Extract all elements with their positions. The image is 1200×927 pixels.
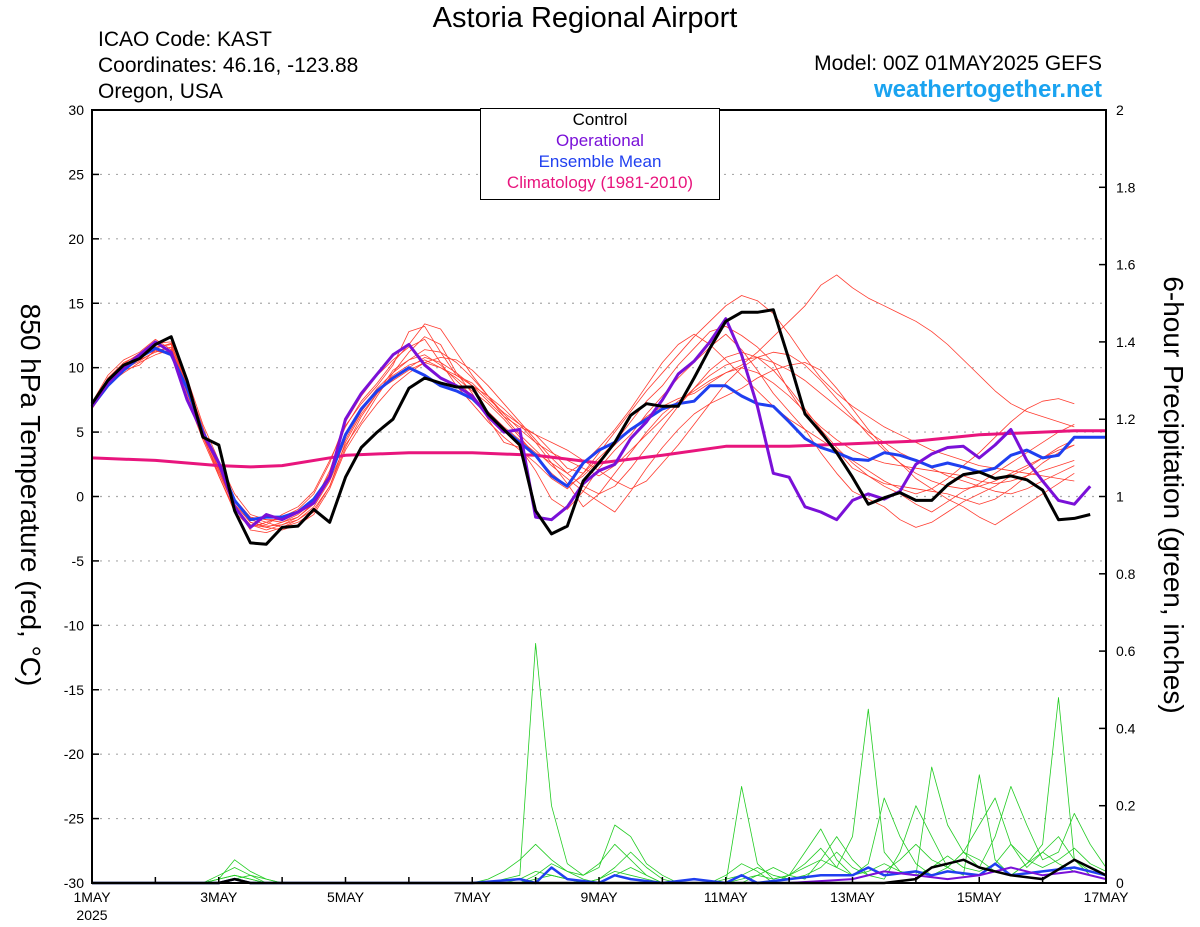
icao-code: ICAO Code: KAST — [98, 28, 272, 51]
y-tick-label-left: 15 — [68, 295, 84, 311]
y-tick-label-right: 1.2 — [1116, 411, 1136, 427]
y-tick-label-right: 1.6 — [1116, 257, 1136, 273]
member-temp-line — [91, 295, 1075, 528]
y-tick-label-left: -15 — [64, 682, 84, 698]
x-tick-label: 15MAY — [957, 889, 1003, 905]
y-tick-label-right: 0.6 — [1116, 643, 1136, 659]
x-tick-label: 5MAY — [327, 889, 365, 905]
x-tick-label: 1MAY — [73, 889, 111, 905]
member-temp-line — [91, 333, 1075, 533]
x-tick-label: 11MAY — [704, 889, 748, 905]
legend-operational: Operational — [556, 131, 644, 150]
coordinates: Coordinates: 46.16, -123.88 — [98, 54, 359, 77]
y-tick-label-right: 0.8 — [1116, 566, 1136, 582]
y-tick-label-left: 5 — [76, 424, 84, 440]
y-tick-label-left: -25 — [64, 811, 84, 827]
y-tick-label-right: 0.2 — [1116, 798, 1136, 814]
page-title: Astoria Regional Airport — [432, 2, 738, 34]
y-tick-label-left: 25 — [68, 166, 84, 182]
axes: 302520151050-5-10-15-20-25-3021.81.61.41… — [64, 102, 1136, 923]
y-tick-label-left: -10 — [64, 617, 84, 633]
y-tick-label-right: 1 — [1116, 489, 1124, 505]
member-precip-line — [92, 797, 1107, 884]
grid — [92, 173, 1106, 820]
x-tick-label: 17MAY — [1084, 889, 1130, 905]
legend-ensemble-mean: Ensemble Mean — [538, 152, 662, 171]
model-run: Model: 00Z 01MAY2025 GEFS — [814, 52, 1102, 75]
site-link[interactable]: weathertogether.net — [873, 76, 1102, 103]
x-year-label: 2025 — [76, 907, 107, 923]
y-tick-label-left: 10 — [68, 360, 84, 376]
y-tick-label-left: -20 — [64, 746, 84, 762]
x-tick-label: 3MAY — [200, 889, 238, 905]
y-tick-label-left: -30 — [64, 875, 84, 891]
x-tick-label: 7MAY — [454, 889, 492, 905]
y-tick-label-right: 2 — [1116, 102, 1124, 118]
member-temp-line — [91, 341, 1075, 523]
x-tick-label: 13MAY — [830, 889, 876, 905]
y-axis-label-right: 6-hour Precipitation (green, inches) — [1158, 276, 1189, 714]
ensemble-members-precipitation — [92, 643, 1107, 884]
legend-climatology: Climatology (1981-2010) — [506, 173, 694, 192]
series-lines — [90, 308, 1107, 885]
ensemble-members-temperature — [91, 274, 1075, 533]
y-tick-label-left: 0 — [76, 489, 84, 505]
member-temp-line — [91, 325, 1075, 527]
legend-control: Control — [572, 110, 628, 129]
y-tick-label-left: -5 — [72, 553, 85, 569]
operational-line — [90, 317, 1092, 529]
region: Oregon, USA — [98, 80, 223, 103]
y-tick-label-right: 1.4 — [1116, 334, 1136, 350]
y-tick-label-right: 0 — [1116, 875, 1124, 891]
member-precip-line — [92, 697, 1107, 884]
y-axis-label-left: 850 hPa Temperature (red, °C) — [15, 303, 46, 687]
y-tick-label-right: 1.8 — [1116, 179, 1136, 195]
y-tick-label-left: 20 — [68, 231, 84, 247]
legend: Control Operational Ensemble Mean Climat… — [480, 108, 720, 200]
y-tick-label-right: 0.4 — [1116, 720, 1136, 736]
y-tick-label-left: 30 — [68, 102, 84, 118]
member-temp-line — [91, 323, 1075, 526]
control-line — [90, 308, 1091, 546]
member-precip-line — [92, 643, 1107, 884]
x-tick-label: 9MAY — [580, 889, 618, 905]
